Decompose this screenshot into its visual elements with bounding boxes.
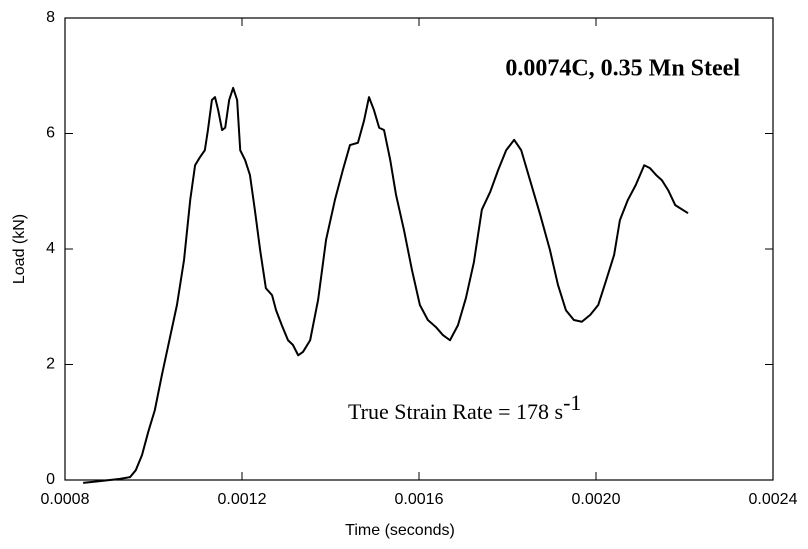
y-tick-label: 0 [46, 471, 55, 488]
y-axis-title: Load (kN) [11, 214, 28, 284]
x-tick-label: 0.0016 [395, 491, 444, 508]
y-tick-label: 4 [46, 240, 55, 257]
annotation: 0.0074C, 0.35 Mn Steel [505, 56, 740, 82]
y-tick-label: 6 [46, 125, 55, 142]
x-axis-title: Time (seconds) [345, 522, 455, 539]
annotation: True Strain Rate = 178 s-1 [348, 390, 581, 424]
x-tick-label: 0.0008 [41, 491, 90, 508]
x-tick-label: 0.0020 [572, 491, 621, 508]
data-line [83, 86, 689, 484]
y-tick-label: 8 [46, 9, 55, 26]
annotation-superscript: -1 [563, 390, 581, 415]
x-tick-label: 0.0024 [749, 491, 798, 508]
annotation-text: True Strain Rate = 178 s [348, 399, 563, 424]
x-tick-label: 0.0012 [218, 491, 267, 508]
y-tick-label: 2 [46, 356, 55, 373]
